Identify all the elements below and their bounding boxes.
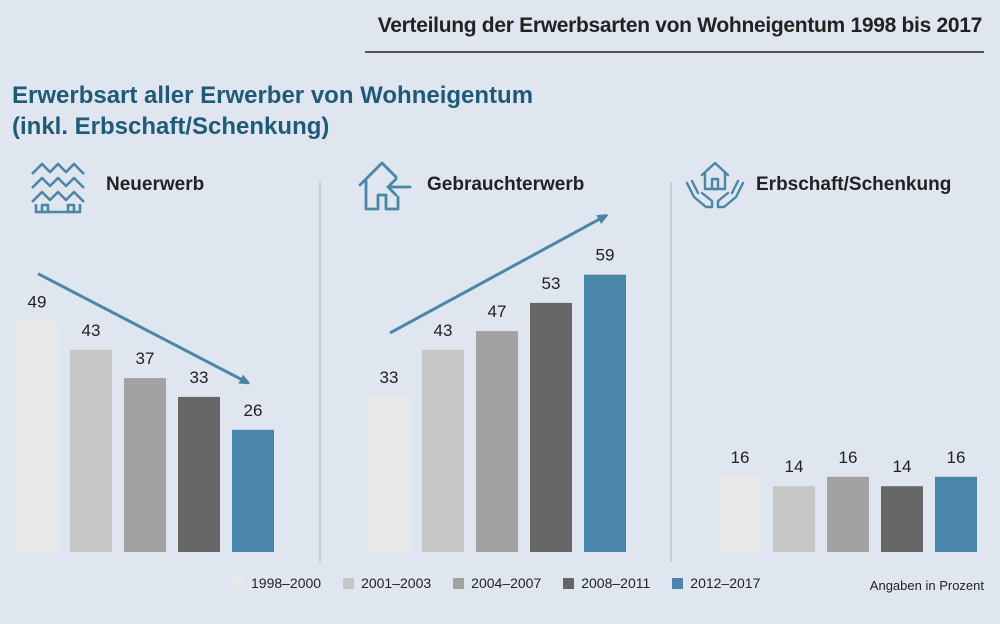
bar-value-label: 43 [434,321,453,340]
bar [773,486,815,552]
trend-arrow [389,217,604,335]
group-label-neuerwerb: Neuerwerb [106,174,205,195]
legend-label: 2001–2003 [361,575,432,591]
houses-icon [31,162,85,214]
bar [827,476,869,552]
bar-value-label: 14 [893,457,912,476]
bar-value-label: 59 [596,246,615,265]
legend-item: 1998–2000 [233,575,321,591]
bar-value-label: 33 [380,368,399,387]
legend-label: 1998–2000 [251,575,322,591]
bar [70,349,112,552]
bar-value-label: 47 [488,302,507,321]
bar-value-label: 33 [190,368,209,387]
bar [719,476,761,552]
legend-swatch [233,577,244,589]
bar [368,396,410,552]
chart-title-line2: (inkl. Erbschaft/Schenkung) [12,113,330,140]
bar-value-label: 16 [731,448,750,467]
bar-value-label: 37 [136,349,155,368]
legend-item: 2008–2011 [563,575,650,591]
bar [16,321,58,552]
bar [881,486,923,552]
legend-item: 2001–2003 [343,575,431,591]
header-rule [365,51,984,53]
bar-value-label: 49 [28,293,47,312]
legend-item: 2004–2007 [453,575,541,591]
bar [232,429,274,552]
bar [124,378,166,552]
bar [178,396,220,552]
legend-label: 2012–2017 [690,575,761,591]
bar-value-label: 16 [947,448,966,467]
hands-house-icon [685,161,745,209]
bar-value-label: 14 [785,457,804,476]
legend: 1998–2000 2001–2003 2004–2007 2008–2011 … [233,575,782,591]
bar [935,476,977,552]
bar-value-label: 53 [542,274,561,293]
legend-swatch [453,577,465,589]
chart-title: Erwerbsart aller Erwerber von Wohneigent… [12,80,533,142]
bar [530,302,572,552]
bar-value-label: 26 [244,401,263,420]
bar [476,331,518,552]
chart-title-line1: Erwerbsart aller Erwerber von Wohneigent… [12,82,534,109]
bar-value-label: 16 [839,448,858,467]
unit-note: Angaben in Prozent [869,578,984,593]
legend-label: 2004–2007 [471,575,542,591]
legend-swatch [563,577,575,589]
bar [584,274,626,552]
group-label-gebrauchterwerb: Gebrauchterwerb [427,174,585,195]
legend-swatch [672,577,684,589]
legend-item: 2012–2017 [672,575,760,591]
trend-arrow [37,272,246,382]
bar [422,349,464,552]
house-arrow-icon [358,161,412,211]
legend-swatch [343,577,355,589]
legend-label: 2008–2011 [581,575,651,591]
group-label-erbschaft: Erbschaft/Schenkung [756,174,952,195]
header-title: Verteilung der Erwerbsarten von Wohneige… [377,14,983,37]
bar-value-label: 43 [82,321,101,340]
